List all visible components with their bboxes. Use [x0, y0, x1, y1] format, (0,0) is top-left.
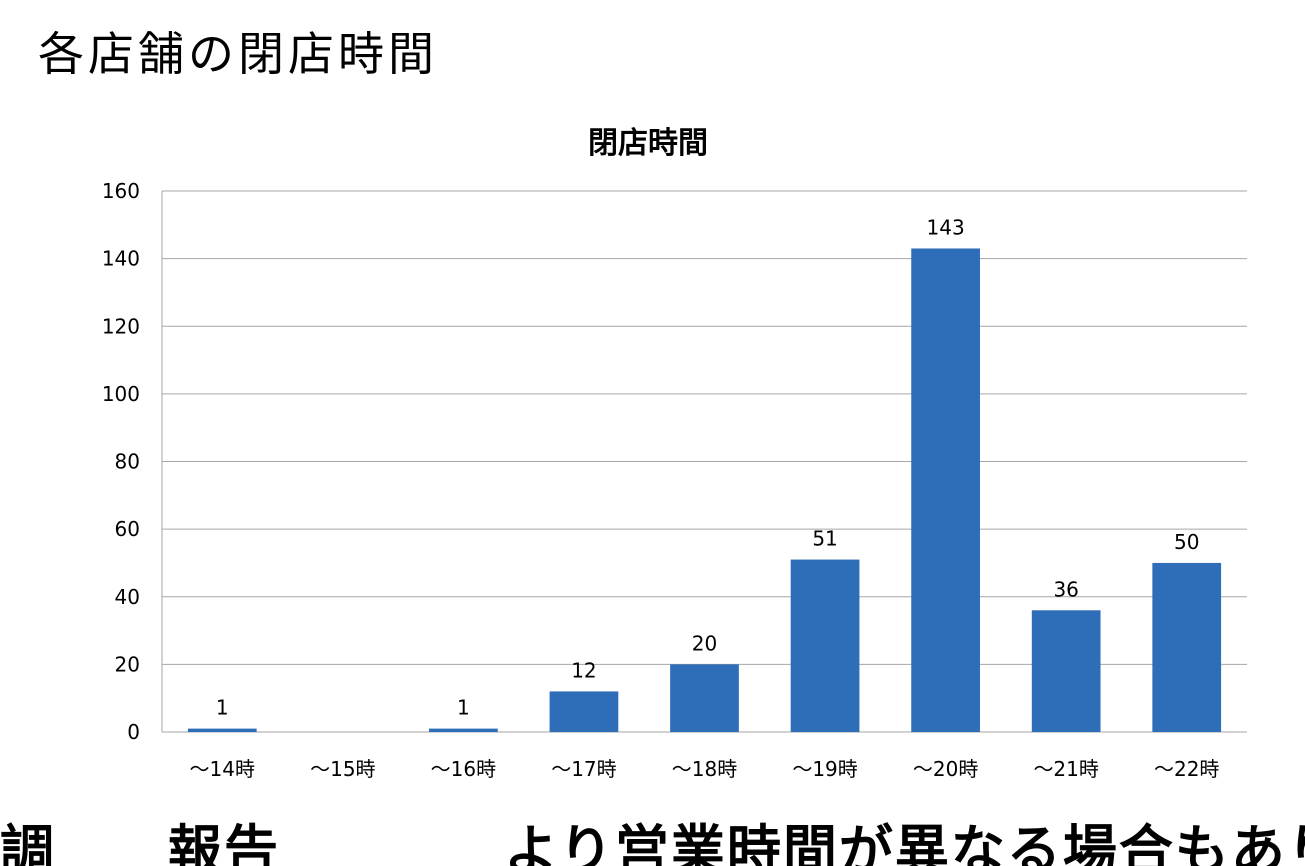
bar	[187, 728, 257, 732]
y-axis-ticks: 0 20 40 60 80 100 120 140 160	[102, 179, 140, 744]
x-tick-label: ～16時	[431, 757, 496, 781]
x-tick-label: ～22時	[1154, 757, 1219, 781]
page-heading: 各店舗の閉店時間	[38, 27, 438, 81]
data-label: 50	[1174, 530, 1199, 554]
y-tick-label: 0	[127, 720, 140, 744]
bars	[187, 248, 1222, 732]
x-tick-label: ～17時	[551, 757, 616, 781]
x-axis-ticks: ～14時 ～15時 ～16時 ～17時 ～18時 ～19時 ～20時 ～21時 ～22時	[190, 757, 1220, 781]
x-tick-label: ～21時	[1033, 757, 1098, 781]
bar	[549, 691, 619, 732]
x-tick-label: ～18時	[672, 757, 737, 781]
bar	[790, 559, 860, 732]
y-tick-label: 160	[102, 179, 140, 203]
y-tick-label: 140	[102, 247, 140, 271]
data-label: 1	[457, 696, 470, 720]
x-tick-label: ～15時	[310, 757, 375, 781]
bottom-caption: 調 報告 より営業時間が異なる場合もあり、営業日数・自	[0, 819, 1305, 866]
bar-chart: 閉店時間 0 20 40 60 80 100 120 140 160 1 1 12 20 51 143 36…	[102, 126, 1247, 781]
data-label: 1	[216, 696, 229, 720]
x-tick-label: ～20時	[913, 757, 978, 781]
data-labels: 1 1 12 20 51 143 36 50	[216, 215, 1200, 719]
y-tick-label: 20	[115, 652, 140, 676]
data-label: 12	[571, 658, 596, 682]
y-tick-label: 100	[102, 382, 140, 406]
data-label: 143	[927, 215, 965, 239]
y-tick-label: 40	[115, 585, 140, 609]
data-label: 51	[812, 527, 837, 551]
x-tick-label: ～14時	[190, 757, 255, 781]
bar	[429, 728, 498, 732]
y-tick-label: 60	[115, 517, 140, 541]
y-tick-label: 120	[102, 314, 140, 338]
y-tick-label: 80	[115, 450, 140, 474]
data-label: 20	[692, 631, 717, 655]
bar	[911, 248, 980, 732]
x-tick-label: ～19時	[792, 757, 857, 781]
data-label: 36	[1053, 577, 1078, 601]
bar	[1031, 610, 1101, 732]
bar	[670, 664, 739, 732]
bar	[1152, 562, 1222, 732]
chart-title: 閉店時間	[588, 126, 708, 161]
